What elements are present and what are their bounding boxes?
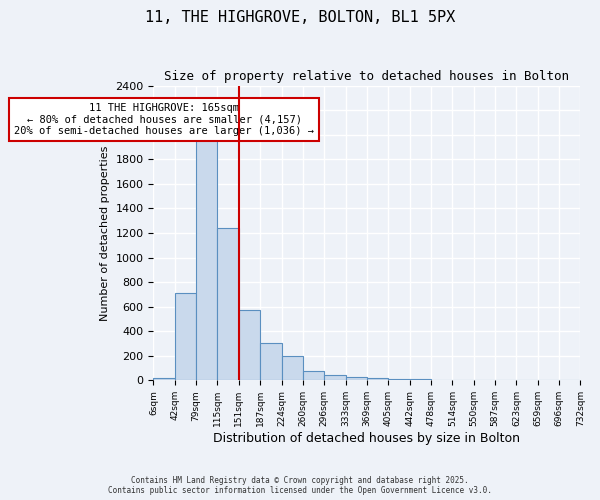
Y-axis label: Number of detached properties: Number of detached properties	[100, 146, 110, 320]
Bar	[388, 378, 410, 380]
Text: 11, THE HIGHGROVE, BOLTON, BL1 5PX: 11, THE HIGHGROVE, BOLTON, BL1 5PX	[145, 10, 455, 25]
Bar	[239, 310, 260, 380]
Bar	[281, 356, 303, 380]
Title: Size of property relative to detached houses in Bolton: Size of property relative to detached ho…	[164, 70, 569, 83]
Bar	[346, 376, 367, 380]
Bar	[324, 376, 346, 380]
Bar	[410, 379, 431, 380]
Text: Contains HM Land Registry data © Crown copyright and database right 2025.
Contai: Contains HM Land Registry data © Crown c…	[108, 476, 492, 495]
Bar	[367, 378, 388, 380]
Bar	[303, 370, 324, 380]
Bar	[175, 293, 196, 380]
Bar	[154, 378, 175, 380]
Bar	[260, 344, 281, 380]
Bar	[196, 140, 217, 380]
X-axis label: Distribution of detached houses by size in Bolton: Distribution of detached houses by size …	[214, 432, 520, 445]
Text: 11 THE HIGHGROVE: 165sqm
← 80% of detached houses are smaller (4,157)
20% of sem: 11 THE HIGHGROVE: 165sqm ← 80% of detach…	[14, 103, 314, 136]
Bar	[217, 228, 239, 380]
